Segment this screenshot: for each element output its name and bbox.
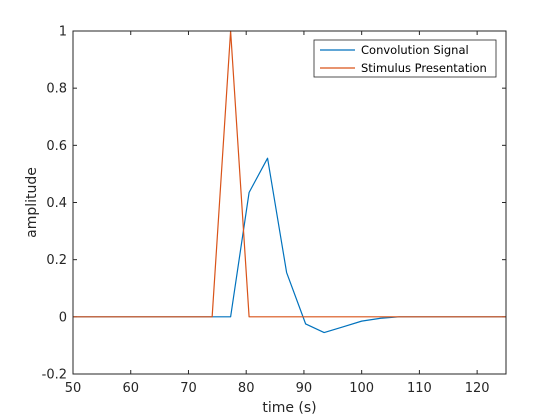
tick-labels: 50 60 70 80 90 100 110 120 -0.2 0 0.2 0.4 0.6 0.8 1 — [42, 25, 490, 397]
plot-area — [73, 31, 506, 374]
y-tick-label: 0.8 — [46, 82, 67, 97]
x-tick-label: 110 — [407, 381, 432, 396]
y-axis-label: amplitude — [24, 167, 40, 238]
x-tick-label: 60 — [122, 381, 139, 396]
x-tick-label: 70 — [180, 381, 197, 396]
y-tick-label: 0.6 — [46, 139, 67, 154]
x-tick-label: 120 — [465, 381, 490, 396]
y-tick-label: -0.2 — [42, 368, 67, 383]
legend-label-stimulus-presentation: Stimulus Presentation — [361, 61, 487, 75]
legend-box — [313, 39, 497, 78]
x-axis-label: time (s) — [262, 400, 316, 416]
y-tick-label: 0.4 — [46, 196, 67, 211]
x-tick-label: 90 — [296, 381, 313, 396]
x-tick-label: 100 — [349, 381, 374, 396]
legend: Convolution Signal Stimulus Presentation — [313, 39, 497, 78]
y-tick-label: 0 — [59, 310, 67, 325]
x-tick-label: 80 — [238, 381, 255, 396]
plot-frame — [72, 30, 507, 375]
legend-label-convolution-signal: Convolution Signal — [361, 43, 469, 57]
y-tick-label: 0.2 — [46, 253, 67, 268]
y-tick-label: 1 — [59, 25, 67, 40]
x-tick-label: 50 — [65, 381, 82, 396]
